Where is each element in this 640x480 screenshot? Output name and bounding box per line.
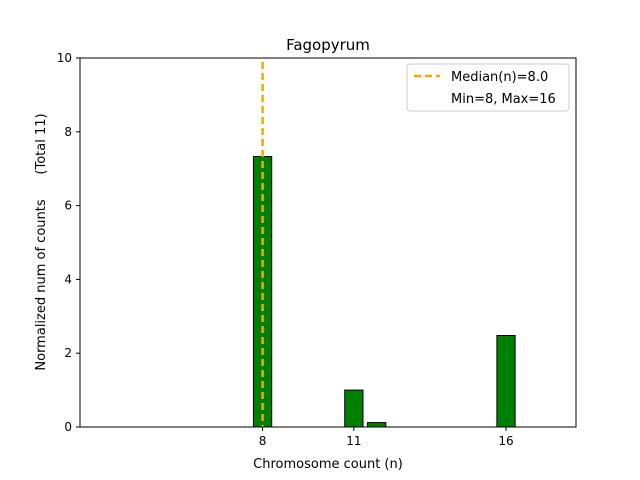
x-tick-label: 16 [498, 434, 513, 448]
x-ticks: 8 11 16 [259, 427, 514, 448]
y-tick-label: 8 [64, 125, 72, 139]
y-axis-label: Normalized num of counts (Total 11) [34, 113, 49, 370]
y-ticks: 0 2 4 6 8 10 [57, 51, 80, 434]
chart-title: Fagopyrum [286, 36, 370, 54]
legend-entry-median: Median(n)=8.0 [451, 70, 548, 85]
legend: Median(n)=8.0 Min=8, Max=16 [406, 63, 570, 112]
x-tick-label: 11 [346, 434, 361, 448]
y-tick-label: 10 [57, 51, 72, 65]
bar-3 [367, 422, 387, 428]
legend-entry-minmax: Min=8, Max=16 [451, 92, 556, 107]
y-tick-label: 2 [64, 346, 72, 360]
x-axis-label: Chromosome count (n) [253, 457, 403, 472]
y-tick-label: 6 [64, 199, 72, 213]
x-tick-label: 8 [259, 434, 267, 448]
bar-2 [344, 389, 364, 428]
bar-4 [496, 334, 516, 428]
legend-box [406, 63, 570, 112]
plot-frame [79, 57, 577, 428]
y-tick-label: 4 [64, 272, 72, 286]
y-tick-label: 0 [64, 420, 72, 434]
